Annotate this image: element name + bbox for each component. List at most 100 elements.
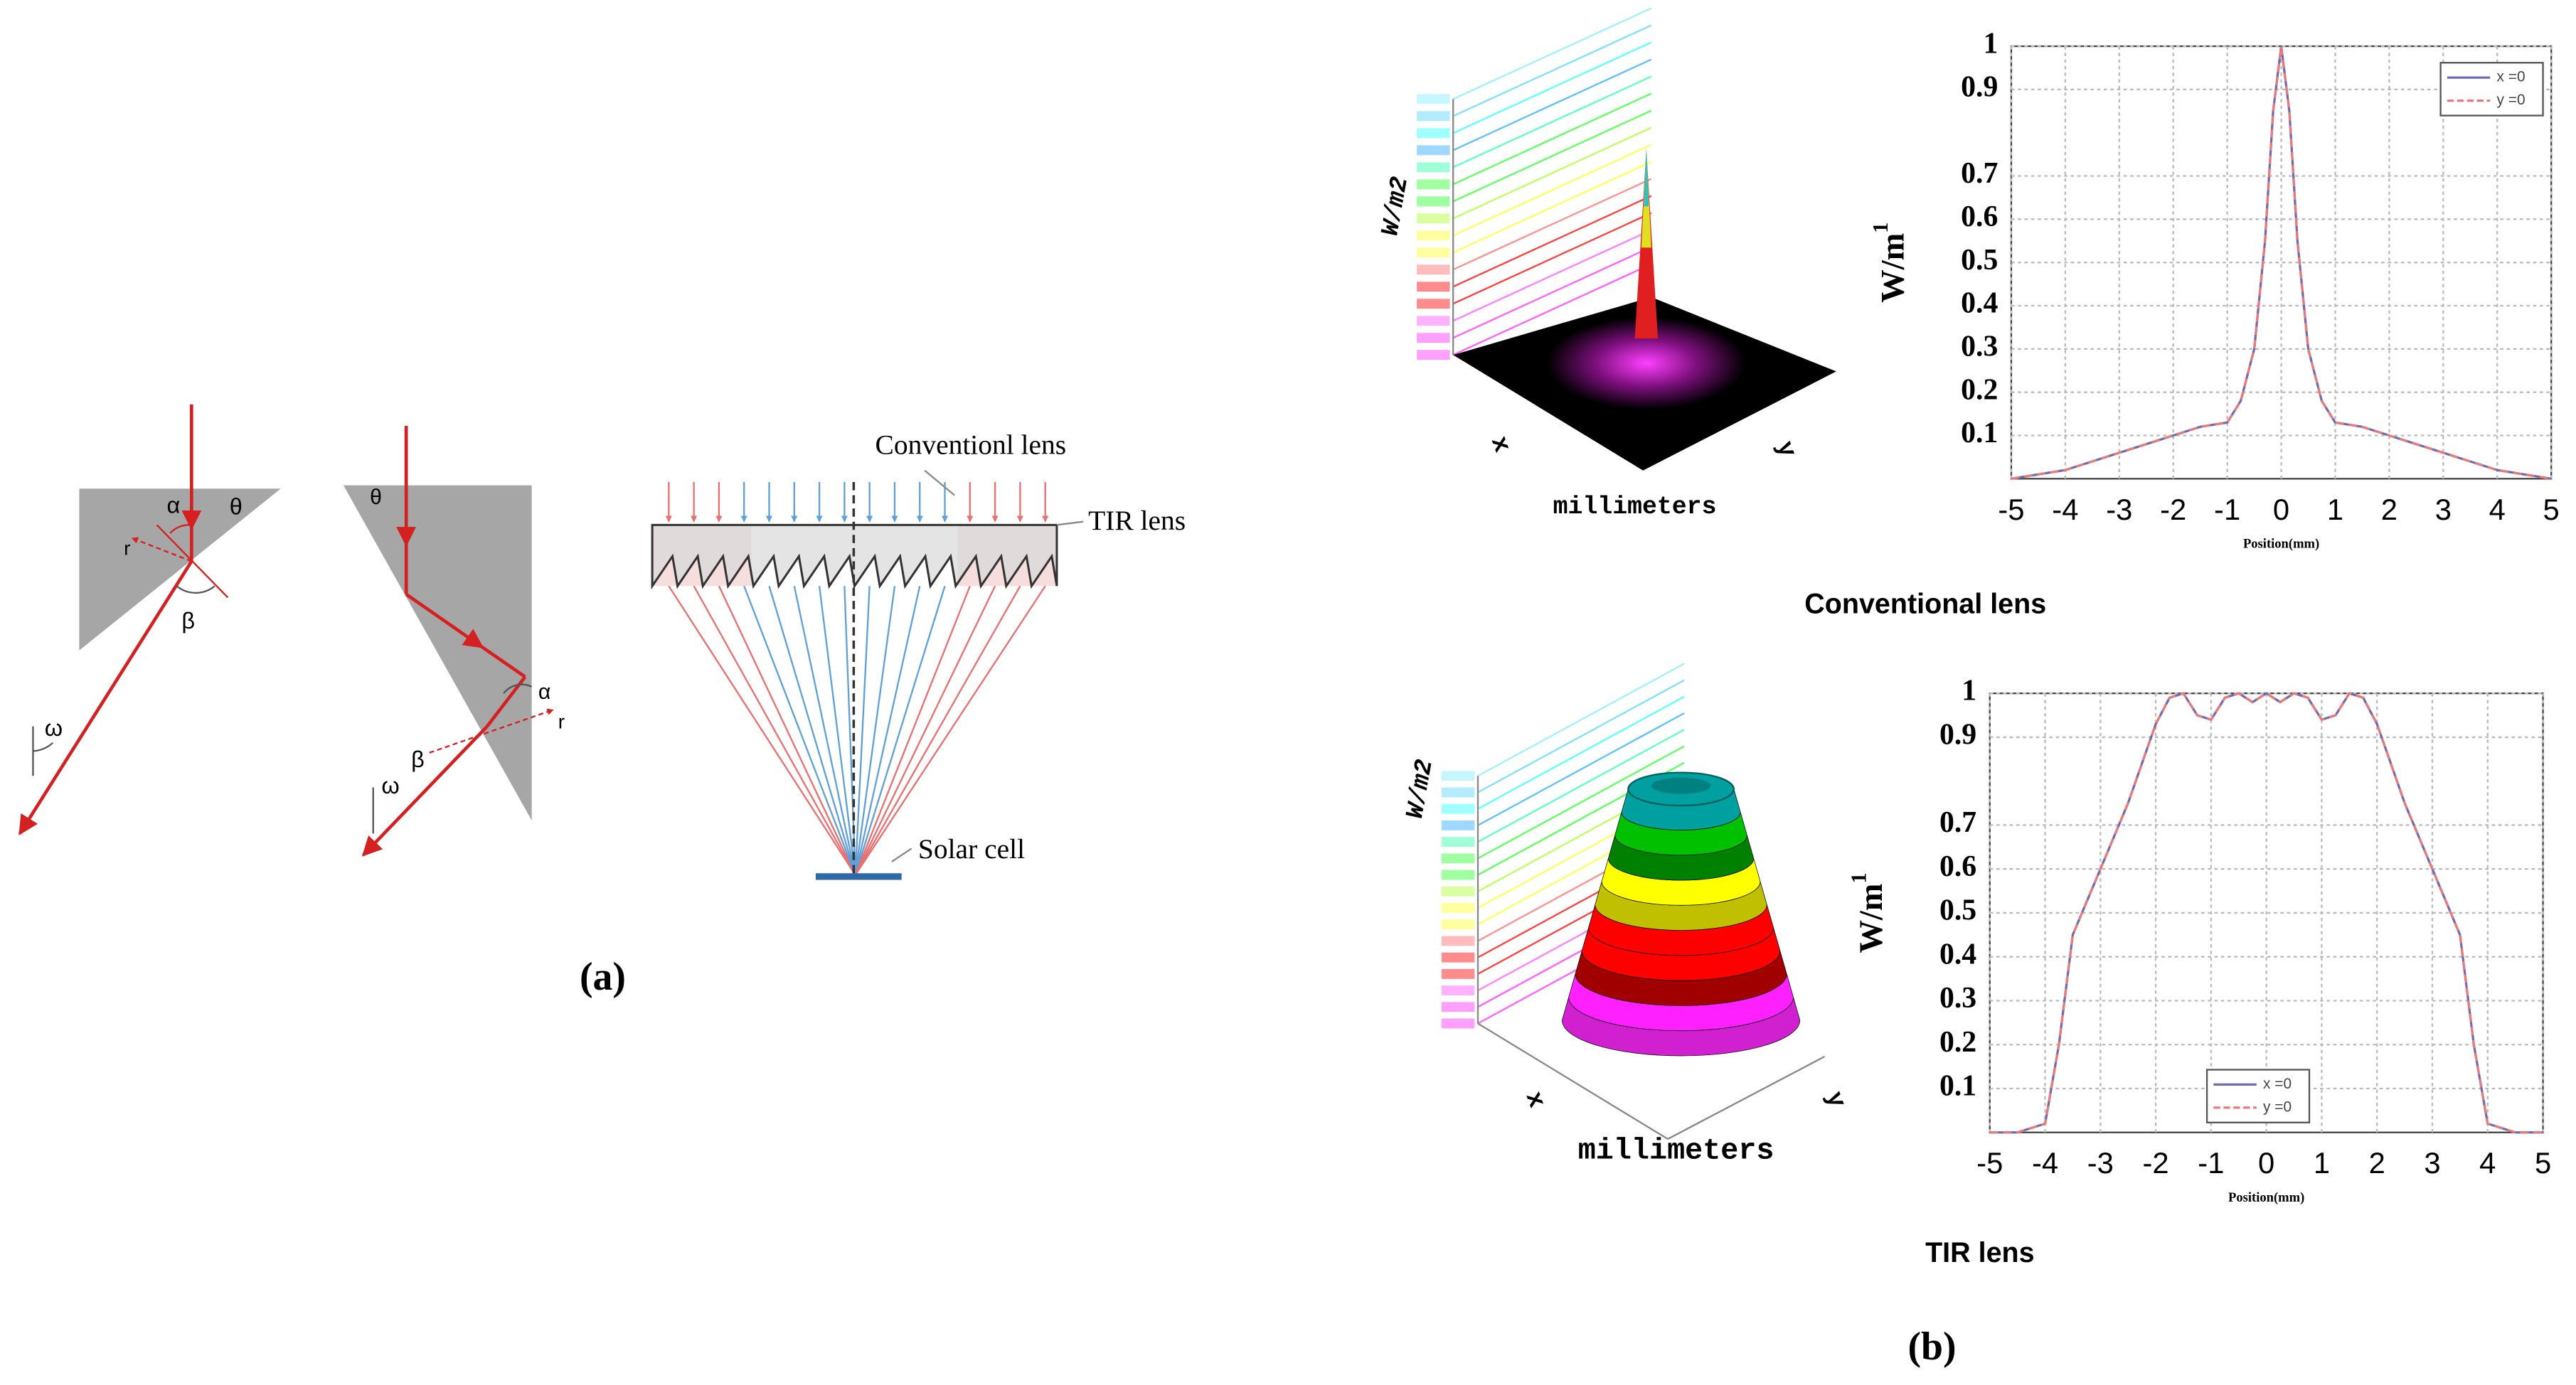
y-tick-label: 0.4: [1961, 287, 1998, 320]
refracted-ray: [854, 586, 896, 875]
wall-tick: [1417, 333, 1450, 343]
x-tick-label: -5: [1998, 493, 2024, 526]
y-tick-label: 0.9: [1939, 719, 1976, 752]
wall-tick: [1441, 787, 1475, 798]
y-axis-label: W/m1: [1868, 223, 1911, 303]
refracted-ray: [818, 586, 856, 875]
axis-label: x: [1484, 433, 1516, 456]
wall-line: [1452, 161, 1652, 254]
reflected-ray: [429, 708, 554, 754]
label: ω: [45, 715, 63, 741]
y-tick-label: 0.3: [1939, 982, 1976, 1015]
y-axis-label-text: W/m: [1875, 233, 1911, 303]
y-tick-label: 0.9: [1961, 70, 1998, 103]
normal: [156, 524, 229, 599]
x-tick-label: 5: [2535, 1146, 2551, 1180]
x-tick-label: 2: [2369, 1146, 2385, 1180]
axis-label: millimeters: [1553, 493, 1717, 521]
wall-tick: [1441, 1018, 1475, 1029]
surface-plot: W/m2 x y millimeters: [1377, 7, 1836, 521]
label: r: [124, 538, 130, 560]
refracted-ray: [854, 585, 921, 875]
x-tick-label: -1: [2198, 1146, 2224, 1180]
wall-line: [1452, 178, 1652, 271]
wall-tick: [1441, 968, 1475, 979]
wall-line: [1452, 7, 1652, 100]
label: α: [167, 492, 181, 518]
surface-plot: W/m2 x y millimeters: [1402, 663, 1851, 1167]
series-line: [1989, 692, 2543, 1134]
wall-tick: [1441, 771, 1475, 781]
axis-label: y: [1819, 1089, 1851, 1112]
ray: [361, 724, 489, 857]
refracted-ray: [793, 586, 856, 875]
prism-diagram-2: θ α r β ω: [343, 426, 565, 857]
wall-tick: [1441, 919, 1475, 930]
x-tick-label: -3: [2087, 1146, 2114, 1180]
label: Conventionl lens: [875, 429, 1067, 460]
wall-line: [1477, 663, 1685, 777]
refracted-ray: [768, 585, 856, 875]
x-tick-label: -1: [2214, 493, 2240, 526]
legend: [2439, 62, 2544, 117]
wall-tick: [1441, 903, 1475, 913]
wall-tick: [1417, 316, 1450, 326]
y-axis-label: W/m1: [1847, 872, 1890, 953]
surface: [1644, 148, 1649, 207]
wall-tick: [1417, 282, 1450, 292]
label: β: [411, 747, 425, 772]
cone-top: [1651, 777, 1711, 794]
x-tick-label: 0: [2273, 493, 2289, 526]
wall-tick: [1417, 350, 1450, 360]
series-line: [2011, 46, 2552, 480]
wall-tick: [1417, 247, 1450, 258]
wall-line: [1452, 144, 1652, 237]
ray: [405, 592, 484, 649]
x-tick-label: -2: [2160, 493, 2186, 526]
wall-tick: [1417, 162, 1450, 173]
angle-arc: [176, 585, 215, 594]
wall-tick: [1441, 936, 1475, 946]
wall-line: [1452, 263, 1652, 356]
wall-tick: [1417, 145, 1450, 156]
wall-line: [1452, 92, 1652, 186]
y-tick-label: 0.4: [1939, 938, 1976, 970]
y-tick-label: 0.2: [1961, 373, 1998, 406]
wall-tick: [1417, 196, 1450, 207]
wall-tick: [1417, 299, 1450, 309]
refracted-ray: [854, 585, 996, 876]
wall-tick: [1441, 985, 1475, 996]
caption: (b): [1907, 1325, 1956, 1369]
refracted-ray: [743, 585, 856, 875]
y-tick-label: 0.1: [1939, 1070, 1976, 1103]
x-tick-label: 1: [2314, 1146, 2330, 1180]
wall-tick: [1441, 820, 1475, 830]
x-tick-label: 3: [2435, 493, 2452, 526]
wall-line: [1477, 745, 1685, 860]
wall-line: [1452, 195, 1652, 288]
wall-line: [1452, 24, 1652, 117]
wall-line: [1477, 679, 1685, 793]
wall-line: [1452, 75, 1652, 169]
y-axis-label-text: W/m: [1853, 884, 1890, 953]
wall-tick: [1441, 1002, 1475, 1012]
surface: [1547, 316, 1746, 410]
y-tick-label: 0.7: [1939, 806, 1976, 839]
ray: [481, 646, 526, 678]
wall-tick: [1441, 837, 1475, 847]
y-tick-label: 0.3: [1961, 330, 1998, 363]
refracted-ray: [854, 585, 946, 875]
wall-tick: [1441, 886, 1475, 897]
y-tick-label: 0.5: [1939, 894, 1976, 927]
x-tick-label: 5: [2543, 493, 2560, 526]
floor-edge: [1667, 1055, 1826, 1140]
refracted-ray: [854, 585, 1046, 876]
leader: [1056, 520, 1084, 526]
y-tick-label: 0.6: [1961, 200, 1998, 233]
refracted-ray: [693, 585, 856, 876]
chart-title: TIR lens: [1925, 1237, 2035, 1268]
x-tick-label: -2: [2143, 1146, 2169, 1180]
chart-title: Conventional lens: [1804, 589, 2046, 620]
x-tick-label: 1: [2327, 493, 2343, 526]
